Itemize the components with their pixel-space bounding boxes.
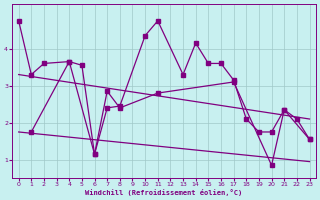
X-axis label: Windchill (Refroidissement éolien,°C): Windchill (Refroidissement éolien,°C) xyxy=(85,189,243,196)
